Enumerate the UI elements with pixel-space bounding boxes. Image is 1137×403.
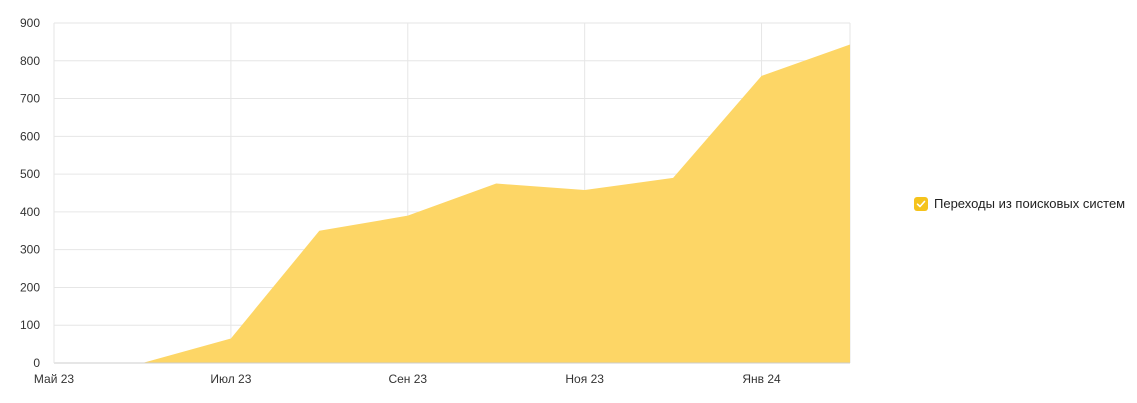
y-tick-label: 400 xyxy=(20,205,40,219)
x-tick-label: Май 23 xyxy=(34,372,75,386)
legend-checkbox[interactable] xyxy=(914,196,928,211)
y-tick-label: 900 xyxy=(20,16,40,30)
y-tick-label: 100 xyxy=(20,318,40,332)
y-tick-label: 700 xyxy=(20,92,40,106)
y-tick-label: 300 xyxy=(20,243,40,257)
y-tick-label: 600 xyxy=(20,129,40,143)
x-tick-label: Ноя 23 xyxy=(565,372,604,386)
series-area xyxy=(54,44,850,364)
x-tick-label: Янв 24 xyxy=(742,372,781,386)
y-tick-label: 200 xyxy=(20,280,40,294)
legend-label: Переходы из поисковых систем xyxy=(934,196,1126,211)
y-tick-label: 800 xyxy=(20,54,40,68)
y-tick-label: 0 xyxy=(33,356,40,370)
series-area-layer xyxy=(54,44,850,364)
y-tick-label: 500 xyxy=(20,167,40,181)
y-axis-tick-labels: 0 100 200 300 400 500 600 700 800 900 xyxy=(20,16,40,370)
x-tick-label: Июл 23 xyxy=(210,372,251,386)
x-tick-label: Сен 23 xyxy=(388,372,427,386)
axes xyxy=(53,23,850,364)
check-icon xyxy=(916,200,926,207)
x-axis-tick-labels: Май 23 Июл 23 Сен 23 Ноя 23 Янв 24 xyxy=(34,372,781,386)
legend-item[interactable]: Переходы из поисковых систем xyxy=(914,196,1125,211)
